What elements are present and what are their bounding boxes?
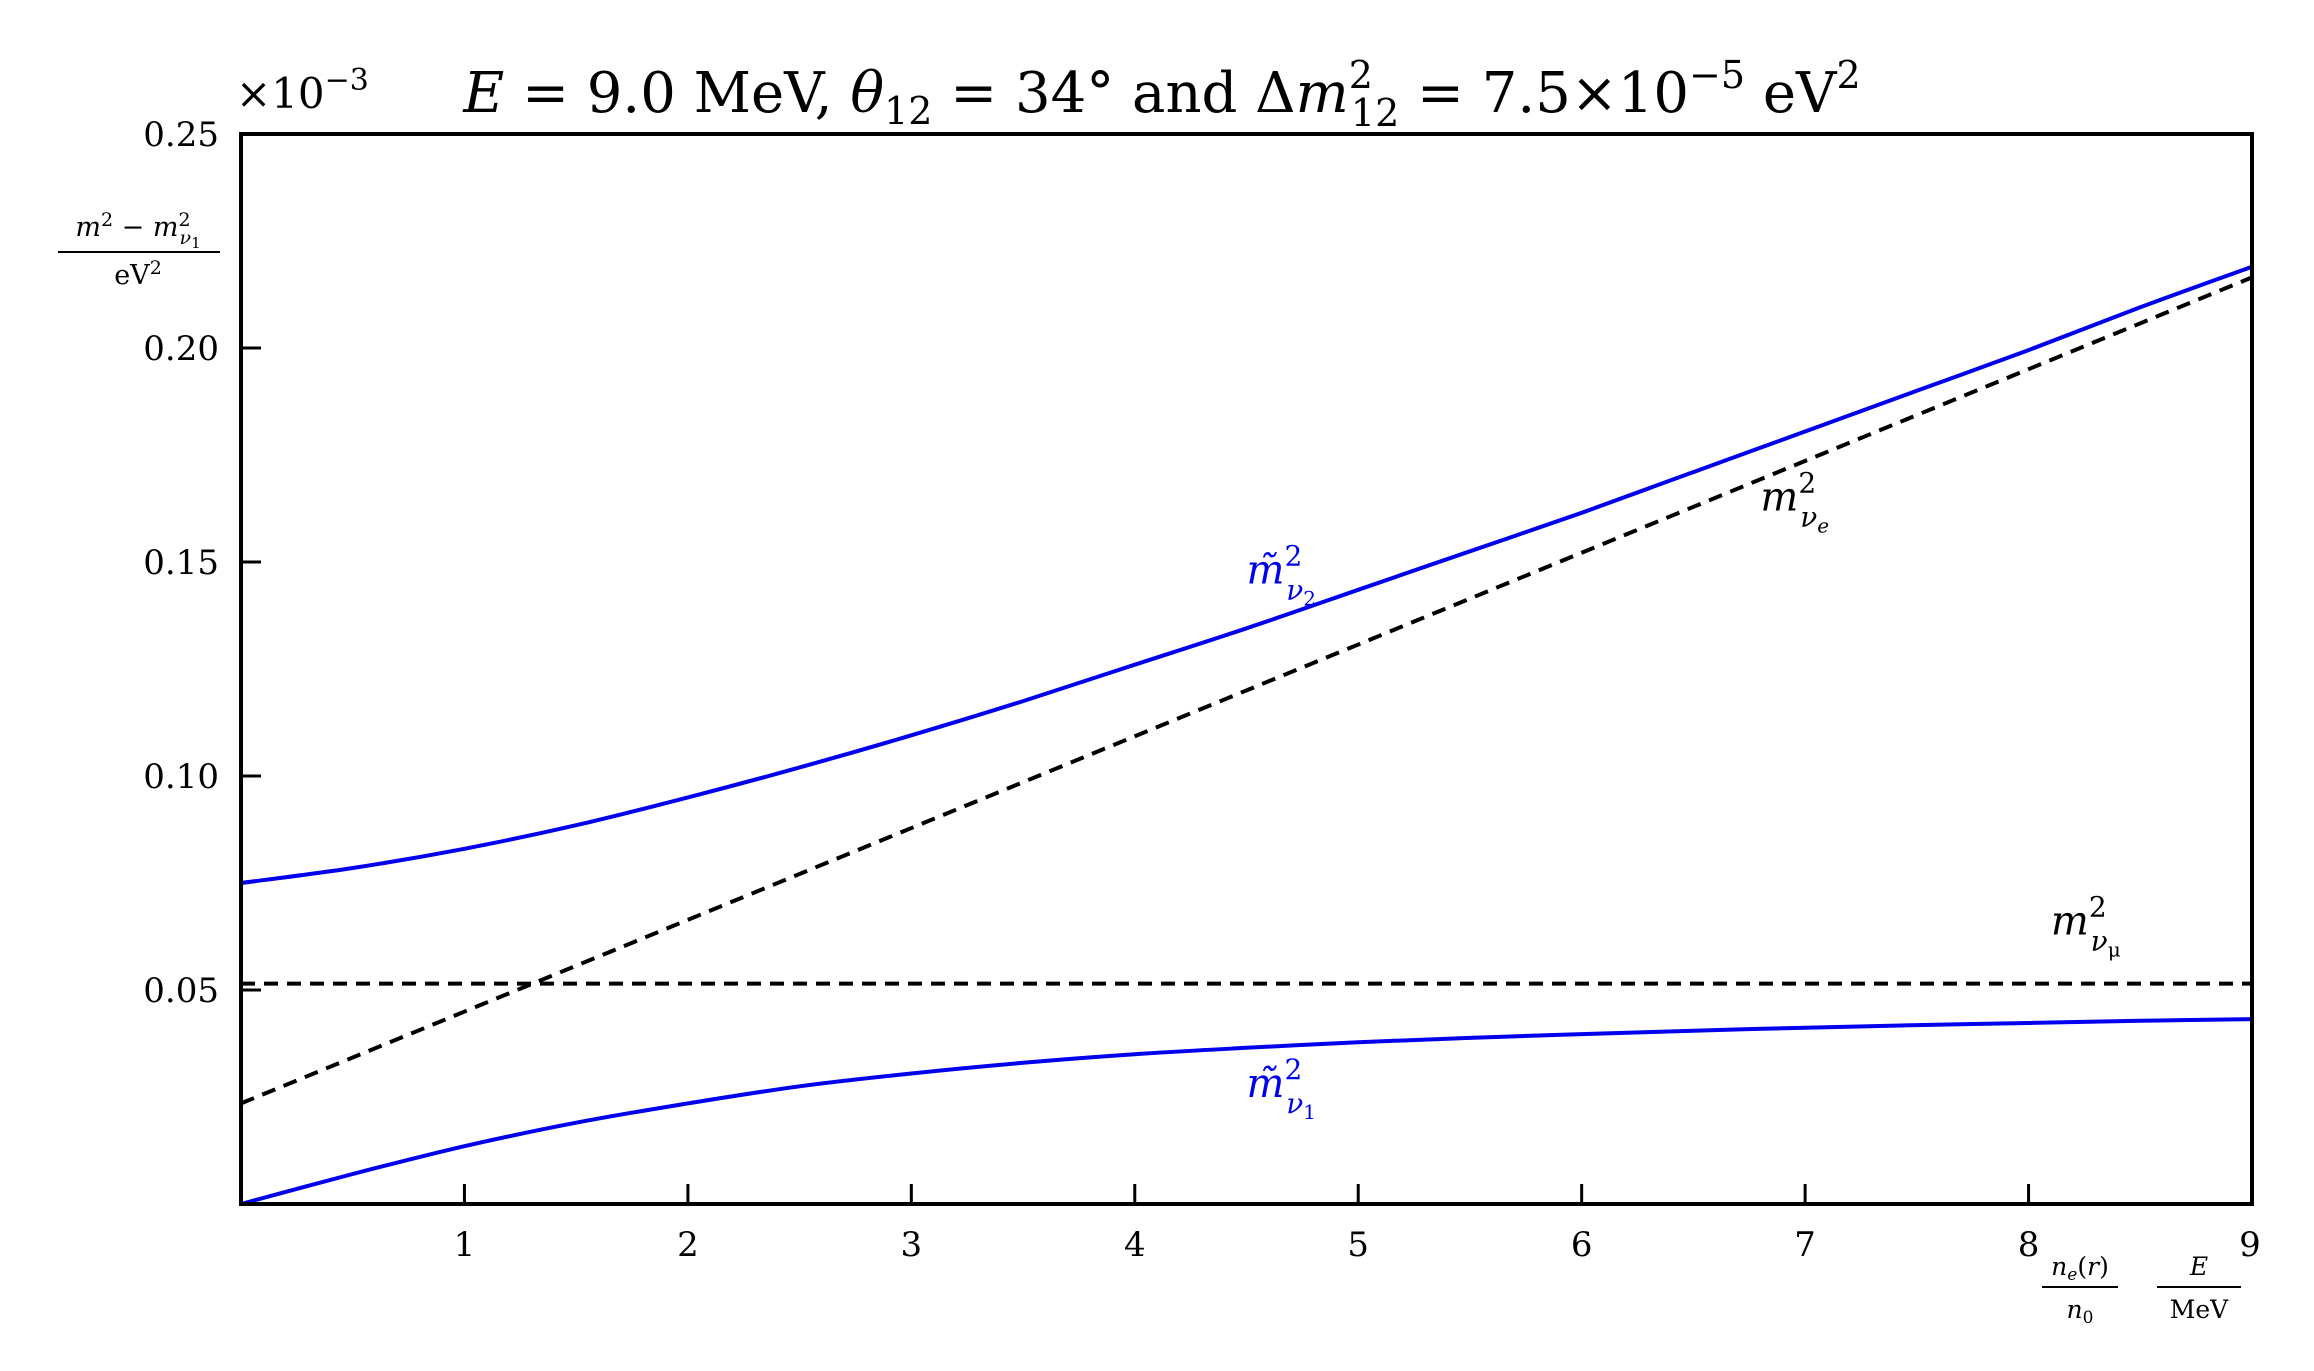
plot-frame — [239, 132, 2254, 1206]
x-tick-label: 3 — [901, 1225, 923, 1265]
axis-ticks: 1 2 3 4 5 6 7 8 9 0.05 0.10 0.15 0.20 0.25 — [143, 115, 2261, 1265]
svg-text:MeV: MeV — [2170, 1295, 2229, 1324]
series-m2-nu1-tilde — [240, 1017, 2253, 1206]
y-tick-label: 0.25 — [143, 115, 219, 155]
y-tick-label: 0.20 — [143, 329, 219, 369]
x-tick-label: 8 — [2018, 1225, 2040, 1265]
curve-annotations: m̃2 ν2 m2 νe m2 νμ m̃2 ν1 — [1247, 467, 2121, 1124]
x-tick-label: 4 — [1124, 1225, 1146, 1265]
chart-title: E = 9.0 MeV, θ12 = 34° and Δm2 12 = 7.5×1… — [462, 53, 1860, 135]
label-m2-nu2-tilde: m̃2 ν2 — [1247, 539, 1317, 610]
y-axis-multiplier: ×10−3 — [236, 63, 369, 118]
x-axis-label: ne(r) n0 E MeV — [2042, 1252, 2241, 1328]
plot-series — [240, 264, 2253, 1206]
svg-text:n0: n0 — [2067, 1295, 2094, 1328]
series-m2-nue — [240, 275, 2253, 1106]
x-tick-label: 6 — [1571, 1225, 1593, 1265]
label-m2-numu: m2 νμ — [2051, 890, 2121, 961]
x-tick-label: 9 — [2239, 1225, 2261, 1265]
series-m2-nu2-tilde — [240, 264, 2253, 885]
x-tick-label: 5 — [1347, 1225, 1369, 1265]
y-tick-label: 0.05 — [143, 971, 219, 1011]
svg-text:ne(r): ne(r) — [2051, 1252, 2109, 1285]
y-tick-label: 0.10 — [143, 757, 219, 797]
label-m2-nue: m2 νe — [1760, 467, 1829, 538]
label-m2-nu1-tilde: m̃2 ν1 — [1247, 1053, 1317, 1124]
y-tick-label: 0.15 — [143, 543, 219, 583]
x-tick-label: 7 — [1794, 1225, 1816, 1265]
x-tick-label: 2 — [677, 1225, 699, 1265]
y-axis-label: m2 − m2 ν1 eV2 — [58, 209, 220, 291]
x-tick-label: 1 — [454, 1225, 476, 1265]
svg-text:E: E — [2189, 1252, 2208, 1281]
